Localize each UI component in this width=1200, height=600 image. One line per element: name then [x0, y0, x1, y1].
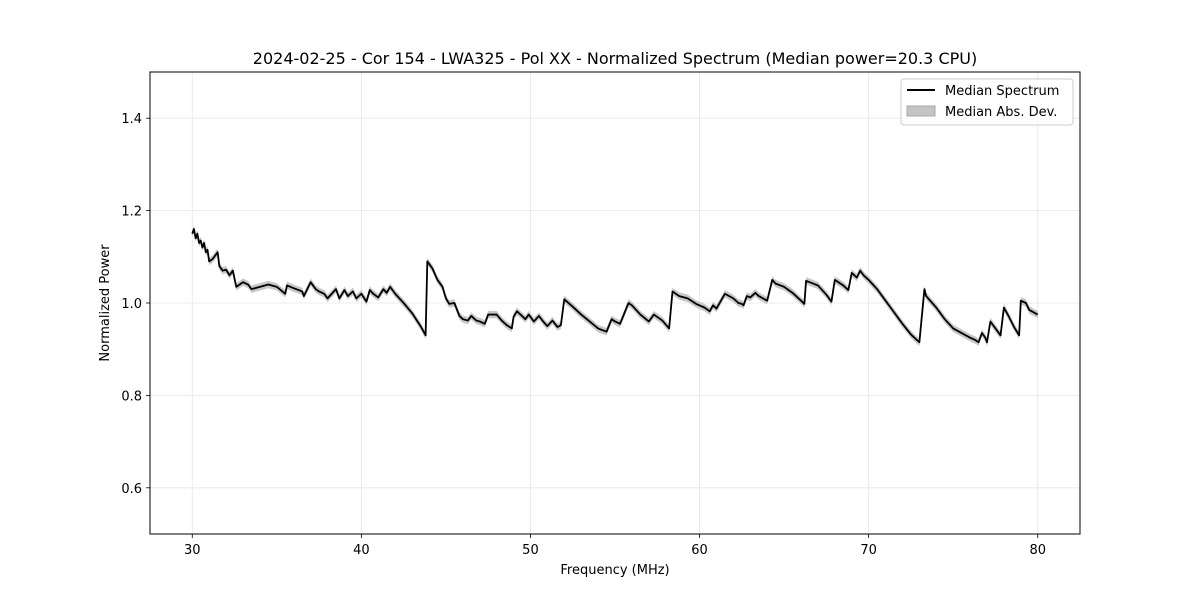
median-spectrum-line	[191, 228, 1039, 344]
x-tick-label: 70	[860, 543, 877, 558]
chart-title: 2024-02-25 - Cor 154 - LWA325 - Pol XX -…	[253, 49, 977, 68]
y-tick-label: 0.8	[121, 389, 142, 404]
x-tick-label: 30	[184, 543, 201, 558]
y-tick-label: 1.0	[121, 297, 142, 312]
legend-box	[900, 78, 1074, 126]
y-axis-label: Normalized Power	[98, 244, 113, 362]
x-tick-label: 50	[522, 543, 539, 558]
y-tick-label: 1.2	[121, 205, 142, 220]
legend-band-swatch	[906, 105, 936, 117]
y-tick-label: 1.4	[121, 112, 142, 127]
x-tick-label: 40	[353, 543, 370, 558]
x-axis-label: Frequency (MHz)	[560, 563, 669, 578]
x-axis-ticks: 30 40 50 60 70 80	[184, 534, 1046, 558]
median-line-layer	[191, 228, 1039, 344]
legend-label-median-spectrum: Median Spectrum	[945, 84, 1059, 99]
y-axis-ticks: 0.6 0.8 1.0 1.2 1.4	[121, 112, 150, 497]
legend: Median Spectrum Median Abs. Dev.	[900, 78, 1074, 126]
legend-label-median-abs-dev: Median Abs. Dev.	[945, 105, 1057, 120]
y-tick-label: 0.6	[121, 482, 142, 497]
x-tick-label: 80	[1029, 543, 1046, 558]
x-tick-label: 60	[691, 543, 708, 558]
